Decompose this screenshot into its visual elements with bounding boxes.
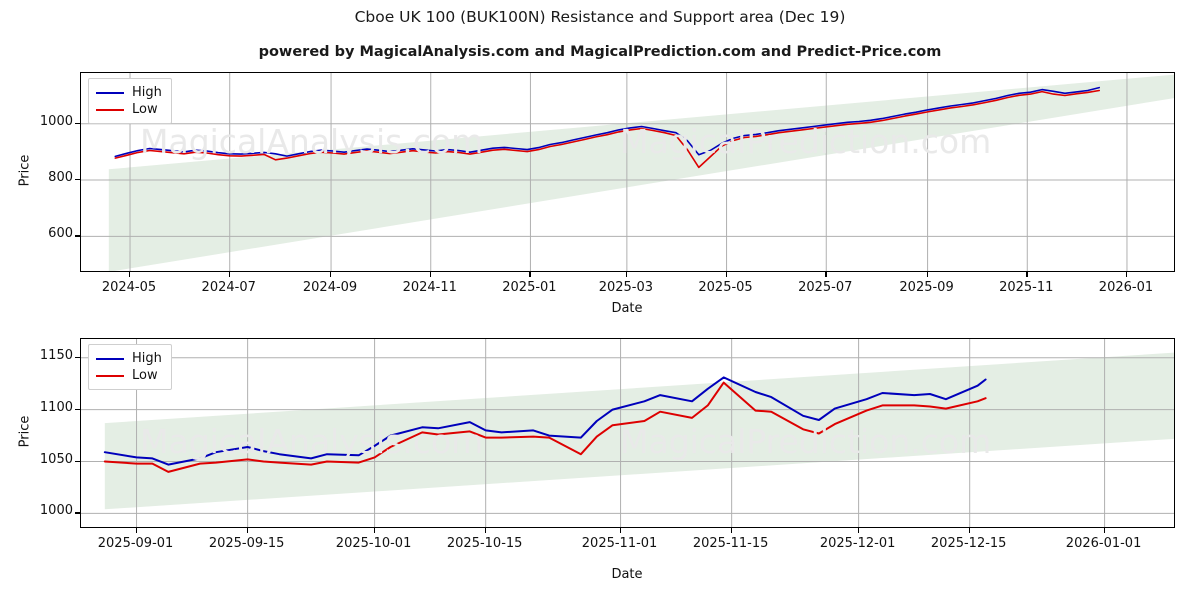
x-tick-mark [1125, 272, 1128, 277]
x-tick-label: 2026-01 [1098, 280, 1154, 295]
y-tick-mark [75, 179, 80, 181]
page-title: Cboe UK 100 (BUK100N) Resistance and Sup… [354, 8, 846, 26]
legend-line-low [96, 374, 124, 377]
y-tick-mark [75, 235, 80, 237]
x-tick-mark [625, 272, 628, 277]
x-tick-label: 2024-11 [402, 280, 457, 295]
x-tick-label: 2025-11-15 [692, 536, 769, 551]
x-tick-label: 2025-10-15 [446, 536, 523, 551]
x-tick-label: 2025-09-15 [208, 536, 285, 551]
x-tick-label: 2024-09 [302, 280, 358, 295]
page-subtitle: powered by MagicalAnalysis.com and Magic… [258, 44, 942, 60]
legend-line-low [96, 108, 124, 111]
legend-label-high: High [132, 85, 162, 100]
x-tick-label: 2025-09 [899, 280, 954, 295]
x-tick-label: 2025-12-15 [930, 536, 1007, 551]
x-tick-mark [129, 272, 131, 277]
y-tick-mark [75, 356, 80, 358]
x-tick-mark [135, 528, 137, 533]
legend-entry-high: High [96, 84, 162, 101]
top-chart-legend: High Low [88, 78, 172, 124]
legend-entry-low: Low [96, 101, 162, 118]
x-tick-label: 2025-07 [798, 280, 853, 295]
x-tick-label: 2025-12-01 [819, 536, 896, 551]
x-tick-mark [373, 528, 375, 533]
x-tick-label: 2024-05 [101, 280, 157, 295]
x-tick-label: 2024-07 [201, 280, 256, 295]
y-tick-mark [75, 408, 80, 410]
x-tick-mark [484, 528, 486, 533]
x-tick-mark [926, 272, 928, 277]
bottom-chart-x-axis-label: Date [611, 567, 643, 582]
y-tick-label: 1150 [39, 347, 73, 363]
x-tick-label: 2025-10-01 [335, 536, 412, 551]
legend-label-low: Low [132, 368, 158, 383]
x-tick-label: 2025-03 [598, 280, 654, 295]
bottom-chart-plot [81, 339, 1174, 527]
legend-label-low: Low [132, 102, 158, 117]
x-tick-label: 2025-11-01 [581, 536, 658, 551]
x-tick-mark [1103, 528, 1105, 533]
top-chart-x-axis-label: Date [611, 301, 643, 316]
x-tick-mark [1026, 272, 1028, 277]
x-tick-mark [429, 272, 432, 277]
y-tick-label: 600 [48, 226, 73, 242]
y-tick-label: 1100 [39, 399, 73, 415]
x-tick-label: 2025-11 [999, 280, 1054, 295]
legend-entry-high: High [96, 350, 162, 367]
x-tick-label: 2026-01-01 [1065, 536, 1142, 551]
top-chart-plot [81, 73, 1174, 271]
x-tick-mark [246, 528, 248, 533]
top-chart-axes [80, 72, 1175, 272]
x-tick-mark [330, 272, 332, 277]
legend-line-high [96, 357, 124, 360]
legend-line-high [96, 91, 124, 94]
y-tick-label: 1050 [39, 451, 73, 467]
x-tick-label: 2025-09-01 [97, 536, 174, 551]
x-tick-mark [725, 272, 727, 277]
bottom-chart-legend: High Low [88, 344, 172, 390]
x-tick-mark [619, 528, 621, 533]
legend-entry-low: Low [96, 367, 162, 384]
y-tick-mark [75, 122, 80, 124]
x-tick-mark [968, 528, 970, 533]
x-tick-label: 2025-05 [698, 280, 753, 295]
y-tick-mark [75, 512, 80, 514]
x-tick-mark [730, 528, 732, 533]
x-tick-mark [529, 272, 531, 277]
bottom-chart-axes [80, 338, 1175, 528]
y-tick-label: 800 [48, 170, 73, 186]
x-tick-mark [825, 272, 827, 277]
y-tick-label: 1000 [39, 113, 73, 129]
y-tick-label: 1000 [39, 503, 73, 519]
x-tick-label: 2025-01 [502, 280, 557, 295]
x-tick-mark [857, 528, 859, 533]
y-tick-mark [75, 460, 80, 462]
legend-label-high: High [132, 351, 162, 366]
x-tick-mark [228, 272, 231, 277]
